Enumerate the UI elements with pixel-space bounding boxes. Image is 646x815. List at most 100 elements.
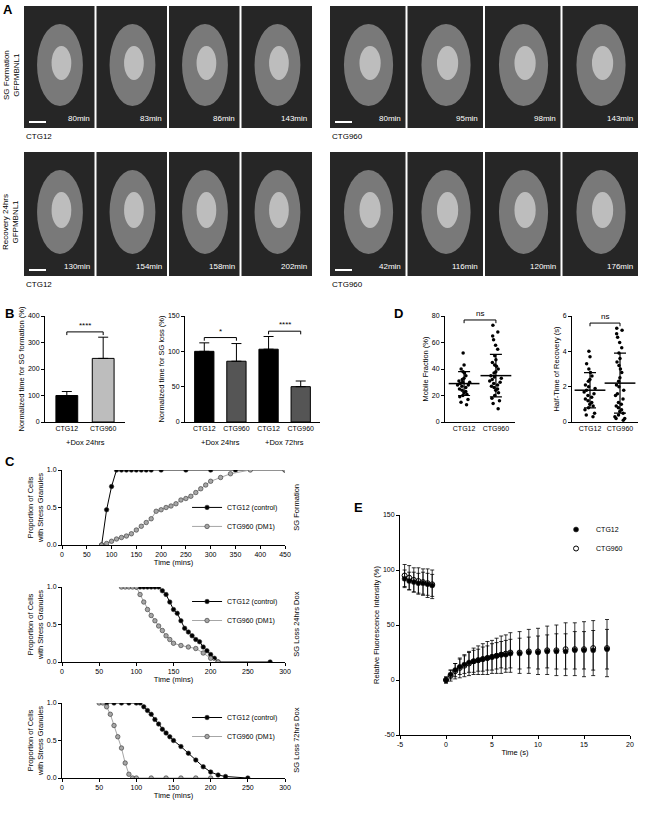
svg-text:143min: 143min bbox=[281, 114, 307, 123]
svg-text:CTG12: CTG12 bbox=[26, 132, 52, 141]
svg-text:CTG12: CTG12 bbox=[257, 425, 280, 432]
svg-text:202min: 202min bbox=[281, 262, 307, 271]
svg-text:CTG960: CTG960 bbox=[607, 425, 634, 432]
svg-text:86min: 86min bbox=[213, 114, 235, 123]
svg-text:100: 100 bbox=[168, 348, 180, 355]
svg-text:CTG960: CTG960 bbox=[90, 425, 117, 432]
svg-text:CTG960: CTG960 bbox=[483, 425, 510, 432]
svg-text:Proportion of Cellswith Stress: Proportion of Cellswith Stress Granules bbox=[26, 473, 45, 543]
svg-text:Normalized time for SG loss (%: Normalized time for SG loss (%) bbox=[157, 315, 166, 423]
svg-text:CTG960 (DM1): CTG960 (DM1) bbox=[227, 523, 275, 531]
svg-text:50: 50 bbox=[83, 551, 91, 558]
svg-text:42min: 42min bbox=[379, 262, 401, 271]
svg-text:Normalized time for SG formati: Normalized time for SG formation (%) bbox=[17, 306, 26, 432]
svg-text:Time (mins): Time (mins) bbox=[154, 558, 194, 567]
svg-text:143min: 143min bbox=[607, 114, 633, 123]
svg-text:154min: 154min bbox=[136, 262, 162, 271]
svg-text:50: 50 bbox=[387, 621, 395, 628]
svg-text:CTG12 (control): CTG12 (control) bbox=[227, 598, 277, 606]
svg-text:CTG12: CTG12 bbox=[453, 425, 476, 432]
svg-text:+Dox 24hrs: +Dox 24hrs bbox=[201, 438, 240, 447]
svg-text:116min: 116min bbox=[452, 262, 478, 271]
svg-text:CTG12: CTG12 bbox=[56, 425, 79, 432]
svg-text:250: 250 bbox=[180, 551, 192, 558]
svg-text:CTG12: CTG12 bbox=[579, 425, 602, 432]
svg-text:CTG12 (control): CTG12 (control) bbox=[227, 714, 277, 722]
svg-text:0: 0 bbox=[60, 551, 64, 558]
svg-text:6: 6 bbox=[563, 312, 567, 319]
svg-text:80: 80 bbox=[432, 312, 440, 319]
svg-text:50: 50 bbox=[95, 668, 103, 675]
svg-text:20: 20 bbox=[626, 741, 634, 748]
svg-text:100: 100 bbox=[383, 566, 395, 573]
svg-text:CTG960: CTG960 bbox=[596, 545, 623, 552]
svg-text:250: 250 bbox=[242, 784, 254, 791]
svg-text:SG FormationGFPMBNL1: SG FormationGFPMBNL1 bbox=[2, 50, 21, 100]
svg-text:Time (mins): Time (mins) bbox=[154, 791, 194, 800]
svg-text:200: 200 bbox=[155, 551, 167, 558]
svg-text:CTG12: CTG12 bbox=[596, 526, 619, 533]
svg-text:Mobile Fraction (%): Mobile Fraction (%) bbox=[421, 336, 430, 402]
svg-text:Proportion of Cellswith Stress: Proportion of Cellswith Stress Granules bbox=[26, 706, 45, 776]
svg-text:0.5: 0.5 bbox=[47, 737, 57, 744]
svg-text:20: 20 bbox=[432, 392, 440, 399]
svg-text:450: 450 bbox=[279, 551, 291, 558]
svg-text:40: 40 bbox=[432, 365, 440, 372]
svg-text:400: 400 bbox=[254, 551, 266, 558]
svg-text:100: 100 bbox=[28, 392, 40, 399]
svg-text:0: 0 bbox=[36, 418, 40, 425]
svg-text:250: 250 bbox=[242, 668, 254, 675]
svg-text:ns: ns bbox=[476, 309, 484, 318]
svg-text:150: 150 bbox=[383, 511, 395, 518]
svg-text:0: 0 bbox=[176, 418, 180, 425]
svg-text:100: 100 bbox=[130, 784, 142, 791]
svg-text:158min: 158min bbox=[209, 262, 235, 271]
svg-text:130min: 130min bbox=[64, 262, 90, 271]
svg-text:CTG960 (DM1): CTG960 (DM1) bbox=[227, 617, 275, 625]
svg-text:300: 300 bbox=[28, 339, 40, 346]
svg-text:300: 300 bbox=[279, 784, 291, 791]
svg-text:200: 200 bbox=[28, 365, 40, 372]
svg-text:1.0: 1.0 bbox=[47, 699, 57, 706]
svg-text:SG Loss 24hrs Dox: SG Loss 24hrs Dox bbox=[292, 591, 301, 656]
svg-text:100: 100 bbox=[106, 551, 118, 558]
svg-text:150: 150 bbox=[130, 551, 142, 558]
svg-text:0.0: 0.0 bbox=[47, 541, 57, 548]
svg-text:****: **** bbox=[79, 321, 91, 330]
svg-text:+Dox 24hrs: +Dox 24hrs bbox=[66, 438, 105, 447]
svg-text:SG Formation: SG Formation bbox=[292, 484, 301, 531]
svg-text:150: 150 bbox=[168, 668, 180, 675]
svg-text:10: 10 bbox=[534, 741, 542, 748]
svg-text:300: 300 bbox=[279, 668, 291, 675]
svg-text:Relative Fluorescence Intensit: Relative Fluorescence Intensity (%) bbox=[372, 566, 381, 684]
svg-text:50: 50 bbox=[95, 784, 103, 791]
svg-text:176min: 176min bbox=[607, 262, 633, 271]
svg-text:CTG960: CTG960 bbox=[332, 280, 363, 289]
svg-text:D: D bbox=[394, 306, 403, 321]
svg-text:60: 60 bbox=[432, 339, 440, 346]
svg-text:15: 15 bbox=[580, 741, 588, 748]
svg-text:C: C bbox=[5, 454, 15, 469]
svg-text:1.0: 1.0 bbox=[47, 583, 57, 590]
svg-text:5: 5 bbox=[490, 741, 494, 748]
svg-text:98min: 98min bbox=[534, 114, 556, 123]
svg-text:CTG960: CTG960 bbox=[332, 132, 363, 141]
svg-text:-50: -50 bbox=[384, 731, 394, 738]
svg-text:CTG960 (DM1): CTG960 (DM1) bbox=[227, 733, 275, 741]
svg-text:0: 0 bbox=[563, 418, 567, 425]
svg-text:+Dox 72hrs: +Dox 72hrs bbox=[265, 438, 304, 447]
svg-text:Time (s): Time (s) bbox=[501, 748, 529, 757]
svg-text:120min: 120min bbox=[530, 262, 556, 271]
svg-text:0: 0 bbox=[444, 741, 448, 748]
svg-text:150: 150 bbox=[168, 784, 180, 791]
svg-text:200: 200 bbox=[205, 784, 217, 791]
svg-text:ns: ns bbox=[601, 312, 609, 321]
svg-text:0.5: 0.5 bbox=[47, 621, 57, 628]
svg-text:0: 0 bbox=[60, 784, 64, 791]
svg-text:CTG12: CTG12 bbox=[193, 425, 216, 432]
svg-text:4: 4 bbox=[563, 348, 567, 355]
svg-text:CTG960: CTG960 bbox=[223, 425, 250, 432]
svg-text:CTG12 (control): CTG12 (control) bbox=[227, 504, 277, 512]
svg-text:****: **** bbox=[279, 320, 291, 329]
svg-text:350: 350 bbox=[230, 551, 242, 558]
